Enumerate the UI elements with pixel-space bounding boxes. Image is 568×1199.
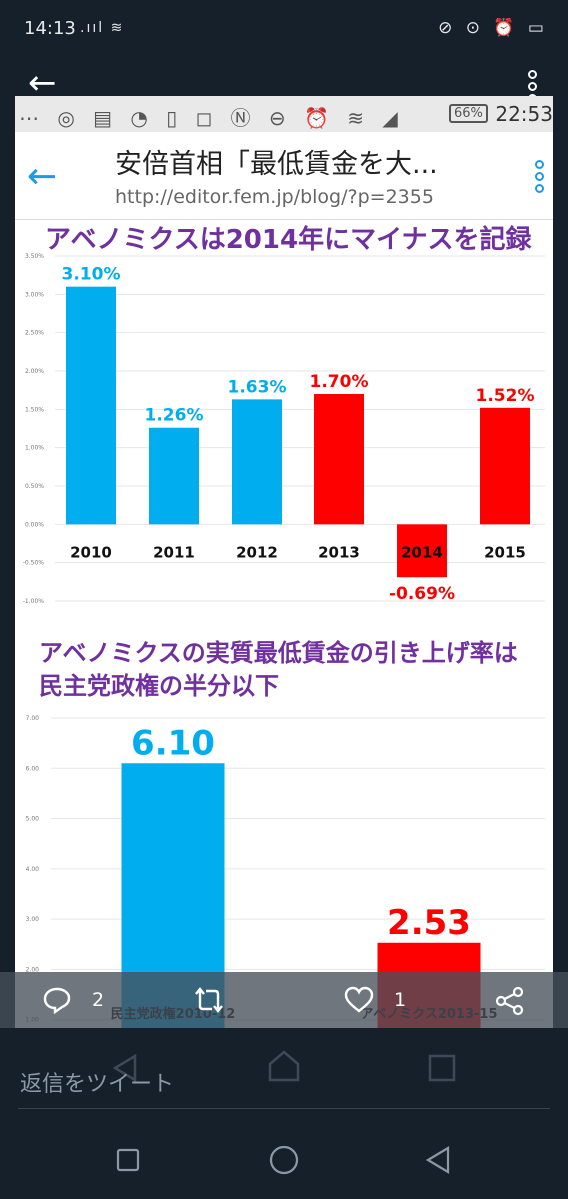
status-icons: ⊘ ⊙ ⏰ ▭ bbox=[438, 18, 548, 38]
chart1-category-label: 2013 bbox=[318, 543, 360, 561]
chart1-y-tick: 1.50% bbox=[25, 406, 44, 413]
chart-annual-min-wage-growth: アベノミクスは2014年にマイナスを記録 3.50% 3.00% 2.50% 2.00… bbox=[23, 224, 545, 605]
chart1-x-axis: 2010 2011 2012 2013 2014 2015 bbox=[70, 543, 526, 561]
chart1-title: アベノミクスは2014年にマイナスを記録 bbox=[45, 224, 533, 255]
chart1-value-label: -0.69% bbox=[389, 584, 455, 604]
share-icon bbox=[495, 986, 524, 1016]
back-nav-icon[interactable] bbox=[425, 1146, 450, 1174]
reply-icon bbox=[43, 987, 71, 1014]
chart1-category-label: 2015 bbox=[484, 543, 526, 561]
retweet-icon bbox=[195, 987, 223, 1013]
chart1-bar bbox=[232, 399, 282, 525]
reply-underline bbox=[18, 1108, 550, 1109]
image-status-icons: ⋯ ◎ ▤ ◔ ▯ ◻ Ⓝ ⊖ ⏰ ≋ ◢ bbox=[19, 106, 404, 130]
tweet-image[interactable]: ⋯ ◎ ▤ ◔ ▯ ◻ Ⓝ ⊖ ⏰ ≋ ◢ 66% 22:53 ← 安倍首相「最… bbox=[15, 96, 553, 1028]
chart1-category-label: 2011 bbox=[153, 543, 195, 561]
like-count: 1 bbox=[394, 988, 407, 1011]
chart1-y-tick: -1.00% bbox=[23, 598, 45, 605]
heart-icon bbox=[344, 986, 374, 1013]
tweet-action-bar: 2 1 bbox=[0, 972, 568, 1028]
chart2-y-tick: 3.00 bbox=[26, 916, 40, 923]
chart1-bar bbox=[66, 286, 116, 525]
status-time: 14:13 bbox=[24, 18, 76, 39]
ghost-nav-icons bbox=[112, 1050, 456, 1083]
chart1-bar bbox=[314, 394, 364, 525]
media-viewer-top-bar: ← bbox=[0, 60, 568, 103]
chart1-value-label: 1.26% bbox=[145, 406, 204, 426]
image-browser-header: ← 安倍首相「最低賃金を大... http://editor.fem.jp/bl… bbox=[15, 132, 553, 220]
reply-button[interactable]: 2 bbox=[42, 986, 104, 1014]
chart1-y-tick: 0.50% bbox=[25, 483, 44, 490]
chart1-value-label: 3.10% bbox=[62, 265, 121, 285]
reply-area bbox=[0, 1028, 568, 1108]
chart1-category-label: 2012 bbox=[236, 543, 278, 561]
signal-icon: .ııl ≋ bbox=[80, 20, 125, 36]
chart1-bars bbox=[66, 286, 530, 578]
chart2-title-line2: 民主党政権の半分以下 bbox=[39, 672, 279, 700]
reply-count: 2 bbox=[92, 988, 105, 1011]
image-status-time: 22:53 bbox=[495, 102, 553, 126]
chart1-y-axis: 3.50% 3.00% 2.50% 2.00% 1.50% 1.00% 0.50% 0.00%… bbox=[23, 253, 45, 605]
retweet-button[interactable] bbox=[192, 986, 226, 1014]
android-nav-bar bbox=[0, 1120, 568, 1199]
battery-icon: 66% bbox=[449, 104, 488, 123]
chart1-y-tick: 2.50% bbox=[25, 330, 44, 337]
chart2-y-tick: 4.00 bbox=[26, 866, 40, 873]
chart1-y-tick: 1.00% bbox=[25, 445, 44, 452]
chart1-value-label: 1.70% bbox=[310, 372, 369, 392]
chart1-y-tick: -0.50% bbox=[23, 560, 45, 567]
chart2-value-labels: 6.10 2.53 bbox=[131, 723, 471, 943]
home-icon[interactable] bbox=[269, 1145, 299, 1175]
chart2-y-tick: 6.00 bbox=[26, 765, 40, 772]
chart2-value-label: 2.53 bbox=[387, 903, 471, 943]
back-arrow-icon[interactable]: ← bbox=[28, 63, 57, 103]
chart1-category-label: 2010 bbox=[70, 543, 112, 561]
browser-more-icon bbox=[533, 160, 545, 196]
image-status-bar: ⋯ ◎ ▤ ◔ ▯ ◻ Ⓝ ⊖ ⏰ ≋ ◢ 66% 22:53 bbox=[15, 96, 553, 132]
browser-back-icon: ← bbox=[27, 156, 58, 197]
phone-status-bar: 14:13 .ııl ≋ ⊘ ⊙ ⏰ ▭ bbox=[0, 0, 568, 60]
browser-page-title: 安倍首相「最低賃金を大... bbox=[115, 149, 438, 180]
chart2-title-line1: アベノミクスの実質最低賃金の引き上げ率は bbox=[39, 639, 518, 667]
chart1-bar bbox=[397, 524, 447, 578]
chart2-y-tick: 2.00 bbox=[26, 966, 40, 973]
chart1-value-label: 1.52% bbox=[476, 386, 535, 406]
browser-url: http://editor.fem.jp/blog/?p=2355 bbox=[115, 186, 434, 208]
chart1-y-tick: 2.00% bbox=[25, 368, 44, 375]
chart-period-comparison: アベノミクスの実質最低賃金の引き上げ率は 民主党政権の半分以下 7.00 6.00… bbox=[26, 639, 545, 1028]
chart1-bar bbox=[480, 407, 530, 525]
chart2-value-label: 6.10 bbox=[131, 723, 215, 763]
chart2-y-tick: 7.00 bbox=[26, 715, 40, 722]
reply-input[interactable]: 返信をツイート bbox=[20, 1072, 175, 1097]
chart2-y-tick: 5.00 bbox=[26, 816, 40, 823]
share-button[interactable] bbox=[494, 986, 526, 1016]
chart1-y-tick: 3.50% bbox=[25, 253, 44, 260]
chart1-bar bbox=[149, 427, 199, 525]
chart1-y-tick: 0.00% bbox=[25, 521, 44, 528]
chart1-value-labels: 3.10% 1.26% 1.63% 1.70% -0.69% 1.52% bbox=[62, 265, 535, 605]
recent-apps-icon[interactable] bbox=[116, 1148, 140, 1172]
chart1-value-label: 1.63% bbox=[228, 377, 287, 397]
chart1-category-label: 2014 bbox=[401, 543, 443, 561]
like-button[interactable]: 1 bbox=[344, 986, 406, 1014]
chart1-y-tick: 3.00% bbox=[25, 291, 44, 298]
chart1-gridlines bbox=[55, 255, 545, 602]
